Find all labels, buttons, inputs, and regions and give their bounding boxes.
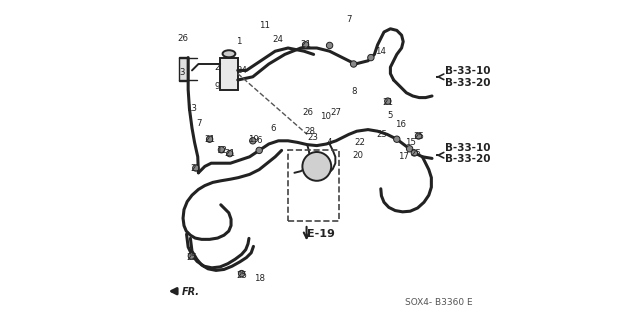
Text: E-19: E-19 [307, 228, 335, 239]
Text: SOX4- B3360 E: SOX4- B3360 E [404, 298, 472, 307]
Circle shape [206, 136, 212, 142]
Text: 11: 11 [259, 21, 271, 30]
Circle shape [326, 42, 333, 49]
Text: 21: 21 [382, 98, 394, 107]
Circle shape [188, 253, 195, 259]
Text: 26: 26 [177, 34, 189, 43]
Text: 4: 4 [327, 138, 332, 147]
Text: 24: 24 [236, 66, 247, 75]
Text: 22: 22 [355, 138, 365, 147]
Text: 12: 12 [216, 146, 227, 155]
Circle shape [412, 150, 417, 156]
Circle shape [193, 165, 199, 171]
Text: 21: 21 [300, 40, 311, 49]
Text: 25: 25 [236, 271, 247, 280]
Text: 7: 7 [346, 15, 351, 24]
Text: 19: 19 [248, 135, 259, 144]
Text: 27: 27 [330, 108, 341, 116]
Text: 6: 6 [270, 124, 275, 132]
Text: 25: 25 [413, 132, 424, 140]
Text: 20: 20 [352, 151, 364, 160]
Circle shape [238, 270, 244, 277]
Bar [220, 58, 238, 90]
Circle shape [303, 42, 309, 48]
Circle shape [394, 136, 400, 142]
Text: 3: 3 [179, 68, 184, 76]
Text: B-33-10
B-33-20: B-33-10 B-33-20 [445, 66, 490, 88]
Circle shape [385, 98, 391, 104]
Text: 25: 25 [186, 253, 197, 262]
Text: 24: 24 [272, 35, 284, 44]
Text: 1: 1 [236, 37, 241, 46]
Circle shape [227, 150, 233, 157]
Text: 8: 8 [351, 87, 357, 96]
Circle shape [406, 146, 413, 152]
Circle shape [218, 147, 225, 153]
Text: 6: 6 [257, 136, 262, 145]
Text: 25: 25 [376, 130, 387, 139]
Text: 7: 7 [196, 119, 202, 128]
Bar [288, 150, 339, 221]
Circle shape [303, 152, 332, 181]
Text: FR.: FR. [182, 287, 200, 297]
Text: 17: 17 [398, 152, 410, 161]
Text: 15: 15 [404, 138, 416, 147]
Text: 25: 25 [410, 149, 422, 158]
Text: 21: 21 [224, 149, 236, 158]
Circle shape [415, 133, 422, 139]
Circle shape [250, 138, 256, 144]
Text: 26: 26 [302, 108, 314, 117]
Text: 5: 5 [387, 111, 392, 120]
Text: B-33-10
B-33-20: B-33-10 B-33-20 [445, 143, 490, 164]
Text: 13: 13 [186, 104, 197, 113]
Circle shape [367, 54, 374, 61]
Text: 21: 21 [204, 135, 215, 144]
Text: 28: 28 [304, 127, 316, 136]
Text: 2: 2 [214, 63, 220, 72]
Text: 9: 9 [214, 82, 220, 91]
Text: 21: 21 [190, 164, 202, 172]
Bar [179, 57, 188, 81]
Ellipse shape [223, 50, 236, 57]
Circle shape [256, 147, 262, 154]
Text: 18: 18 [254, 274, 266, 283]
Circle shape [351, 61, 357, 67]
Text: 16: 16 [395, 120, 406, 129]
Text: 14: 14 [374, 47, 386, 56]
Text: 10: 10 [320, 112, 332, 121]
Text: 23: 23 [307, 133, 319, 142]
